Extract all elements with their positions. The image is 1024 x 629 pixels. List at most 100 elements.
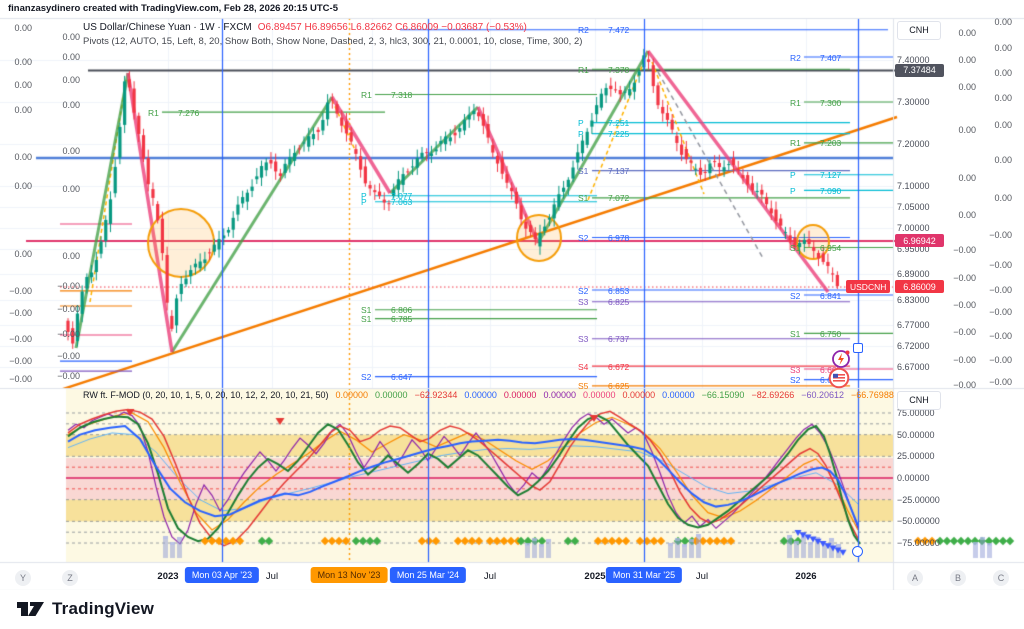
side-scale-zero-label: 0.00 <box>62 100 80 110</box>
pivot-value: 7.225 <box>608 129 630 140</box>
time-axis-date-badge[interactable]: Mon 03 Apr '23 <box>184 567 260 583</box>
osc-axis-label: −25.00000 <box>897 494 940 505</box>
side-scale-zero-label: 0.00 <box>14 80 32 90</box>
side-scale-zero-label: −0.00 <box>953 327 976 337</box>
pivot-value: 7.276 <box>178 107 200 118</box>
time-axis-marker-button-y[interactable]: Y <box>15 570 31 586</box>
time-axis-tick[interactable]: Jul <box>695 571 709 582</box>
side-scale-zero-label: −0.00 <box>989 260 1012 270</box>
ohlc-values: O6.89457 H6.89656 L6.82662 C6.86009 −0.0… <box>257 22 527 33</box>
pivot-label: S1 <box>790 243 801 254</box>
price-axis-label: 7.05000 <box>897 202 930 213</box>
pivot-label: S2 <box>790 375 801 386</box>
vline-drag-handle-circle[interactable] <box>852 546 863 557</box>
time-axis-tick[interactable]: 2025 <box>584 571 606 582</box>
pivot-value: 7.472 <box>608 25 630 36</box>
attribution-text: finanzasydinero created with TradingView… <box>8 3 338 14</box>
time-axis-date-badge[interactable]: Mon 31 Mar '25 <box>605 567 683 583</box>
side-scale-zero-label: 0.00 <box>62 32 80 42</box>
flag-event-icon[interactable] <box>828 367 850 394</box>
pivot-value: 6.825 <box>608 297 630 308</box>
time-axis-tick[interactable]: Jul <box>265 571 279 582</box>
price-axis-label: 7.10000 <box>897 181 930 192</box>
time-axis-tick[interactable]: Jul <box>483 571 497 582</box>
side-scale-zero-label: −0.00 <box>9 286 32 296</box>
oscillator-value: 0.00000 <box>662 390 695 400</box>
tradingview-brand-text[interactable]: TradingView <box>52 599 155 618</box>
side-scale-zero-label: 0.00 <box>14 181 32 191</box>
side-scale-zero-label: −0.00 <box>953 355 976 365</box>
osc-scale-currency-button[interactable]: CNH <box>897 391 941 410</box>
side-scale-zero-label: −0.00 <box>953 300 976 310</box>
price-axis-label: 6.77000 <box>897 319 930 330</box>
time-axis-date-badge[interactable]: Mon 13 Nov '23 <box>310 567 388 583</box>
pivot-label: S1 <box>578 166 589 177</box>
pivot-label: P <box>361 191 367 202</box>
pivot-label: R1 <box>361 89 372 100</box>
price-scale-currency-button[interactable]: CNH <box>897 21 941 40</box>
side-scale-zero-label: 0.00 <box>994 155 1012 165</box>
pivot-value: 6.853 <box>608 285 630 296</box>
price-badge: 6.86009 <box>895 280 944 294</box>
side-scale-zero-label: 0.00 <box>958 210 976 220</box>
pivot-label: P <box>578 118 584 129</box>
side-scale-zero-label: −0.00 <box>57 371 80 381</box>
pivot-label: R1 <box>790 138 801 149</box>
side-scale-zero-label: −0.00 <box>57 304 80 314</box>
osc-axis-label: 50.00000 <box>897 429 935 440</box>
side-scale-zero-label: 0.00 <box>994 193 1012 203</box>
price-axis-label: 6.95000 <box>897 244 930 255</box>
side-scale-zero-label: 0.00 <box>62 184 80 194</box>
oscillator-name: RW ft. F-MOD (0, 20, 10, 1, 5, 0, 20, 10… <box>83 390 329 400</box>
time-axis-date-badge[interactable]: Mon 25 Mar '24 <box>389 567 467 583</box>
oscillator-value: −82.69266 <box>751 390 795 400</box>
side-scale-zero-label: 0.00 <box>62 52 80 62</box>
pivot-label: R2 <box>578 25 589 36</box>
time-axis-marker-button-c[interactable]: C <box>993 570 1009 586</box>
price-axis-label: 6.89000 <box>897 269 930 280</box>
time-axis-marker-button-b[interactable]: B <box>950 570 966 586</box>
oscillator-value: 0.00000 <box>583 390 616 400</box>
price-badge: 7.37484 <box>895 63 944 77</box>
pivot-label: S5 <box>578 381 589 392</box>
pivot-value: 6.785 <box>391 314 413 325</box>
pivot-label: R1 <box>790 97 801 108</box>
pivots-indicator-legend[interactable]: Pivots (12, AUTO, 15, Left, 8, 20, Show … <box>83 36 583 47</box>
side-scale-zero-label: 0.00 <box>994 43 1012 53</box>
side-scale-zero-label: 0.00 <box>958 82 976 92</box>
price-axis-label: 6.72000 <box>897 340 930 351</box>
oscillator-legend[interactable]: RW ft. F-MOD (0, 20, 10, 1, 5, 0, 20, 10… <box>83 390 955 400</box>
side-scale-zero-label: 0.00 <box>62 146 80 156</box>
pivot-label: S2 <box>578 232 589 243</box>
time-axis-tick[interactable]: 2023 <box>157 571 179 582</box>
pivot-label: S2 <box>790 290 801 301</box>
vline-drag-handle-square[interactable] <box>853 343 863 353</box>
time-axis-marker-button-z[interactable]: Z <box>62 570 78 586</box>
osc-axis-label: −50.00000 <box>897 516 940 527</box>
side-scale-zero-label: −0.00 <box>953 380 976 390</box>
side-scale-zero-label: 0.00 <box>14 23 32 33</box>
pivot-value: 7.318 <box>391 89 413 100</box>
pivot-value: 6.665 <box>820 364 842 375</box>
pivot-value: 7.063 <box>391 197 413 208</box>
tradingview-logo-icon[interactable] <box>16 598 46 625</box>
symbol-legend[interactable]: US Dollar/Chinese Yuan · 1W · FXCM O6.894… <box>83 22 527 33</box>
pivot-value: 7.077 <box>391 191 413 202</box>
pivot-value: 6.978 <box>608 232 630 243</box>
pivot-value: 6.954 <box>820 243 842 254</box>
pivot-value: 7.203 <box>820 138 842 149</box>
side-scale-zero-label: 0.00 <box>62 75 80 85</box>
side-scale-zero-label: 0.00 <box>62 251 80 261</box>
time-axis-tick[interactable]: 2026 <box>795 571 817 582</box>
oscillator-value: 0.00000 <box>375 390 408 400</box>
side-scale-zero-label: −0.00 <box>57 281 80 291</box>
pivot-label: S4 <box>578 361 589 372</box>
side-scale-zero-label: 0.00 <box>994 17 1012 27</box>
time-axis-marker-button-a[interactable]: A <box>907 570 923 586</box>
lightning-event-icon[interactable] <box>831 349 851 374</box>
side-scale-zero-label: −0.00 <box>57 351 80 361</box>
footer-bar: TradingView <box>0 590 1024 629</box>
pivot-label: S3 <box>578 297 589 308</box>
pivot-value: 7.407 <box>820 52 842 63</box>
